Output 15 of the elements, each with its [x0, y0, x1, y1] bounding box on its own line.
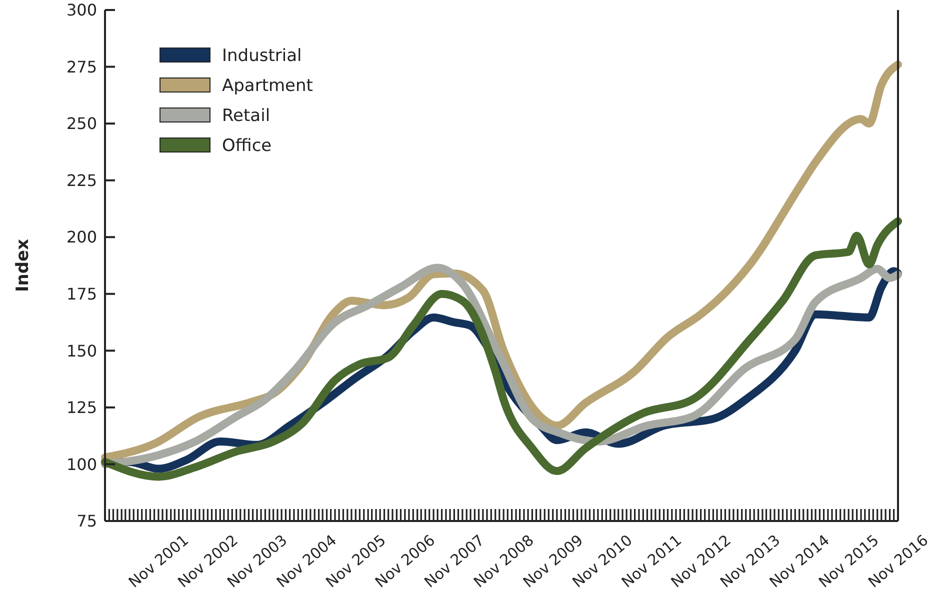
y-tick-label: 150	[66, 341, 97, 360]
legend-label: Industrial	[222, 46, 302, 66]
y-tick-label: 100	[66, 454, 97, 474]
y-tick-label: 275	[66, 57, 97, 76]
y-axis-title: Index	[13, 238, 33, 292]
y-tick-label: 175	[66, 284, 97, 304]
legend-label: Apartment	[222, 76, 314, 96]
y-tick-label: 125	[66, 398, 97, 418]
legend-label: Office	[222, 136, 272, 156]
y-tick-label: 250	[66, 114, 97, 134]
y-tick-label: 75	[76, 512, 97, 531]
legend-label: Retail	[222, 106, 270, 126]
y-tick-label: 200	[66, 228, 97, 247]
y-tick-label: 225	[66, 170, 97, 190]
y-tick-label: 300	[66, 0, 97, 20]
